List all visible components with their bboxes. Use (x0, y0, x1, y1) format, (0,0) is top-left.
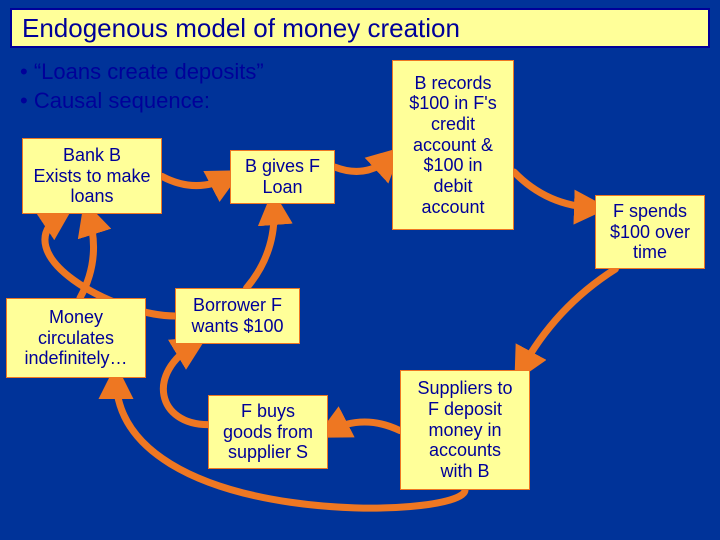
bullet-item: “Loans create deposits” (20, 58, 264, 87)
node-money: Moneycirculatesindefinitely… (6, 298, 146, 378)
arrow-borrower-to-gives (247, 204, 275, 288)
arrow-buys-to-borrower (163, 344, 208, 425)
node-buys: F buysgoods fromsupplier S (208, 395, 328, 469)
page-title: Endogenous model of money creation (22, 13, 460, 44)
arrow-money-to-bank_b (80, 214, 94, 298)
node-spends: F spends$100 overtime (595, 195, 705, 269)
node-suppliers: Suppliers toF depositmoney inaccountswit… (400, 370, 530, 490)
node-gives: B gives FLoan (230, 150, 335, 204)
bullet-list: “Loans create deposits” Causal sequence: (20, 58, 264, 115)
node-records: B records$100 in F'screditaccount &$100 … (392, 60, 514, 230)
node-bank_b: Bank BExists to makeloans (22, 138, 162, 214)
arrow-records-to-spends (514, 172, 595, 208)
arrow-bank_b-to-gives (162, 176, 230, 185)
arrow-gives-to-records (335, 156, 392, 171)
node-borrower: Borrower Fwants $100 (175, 288, 300, 344)
bullet-item: Causal sequence: (20, 87, 264, 116)
arrow-spends-to-suppliers (521, 269, 615, 370)
title-bar: Endogenous model of money creation (10, 8, 710, 48)
arrow-suppliers-to-buys (328, 422, 400, 431)
